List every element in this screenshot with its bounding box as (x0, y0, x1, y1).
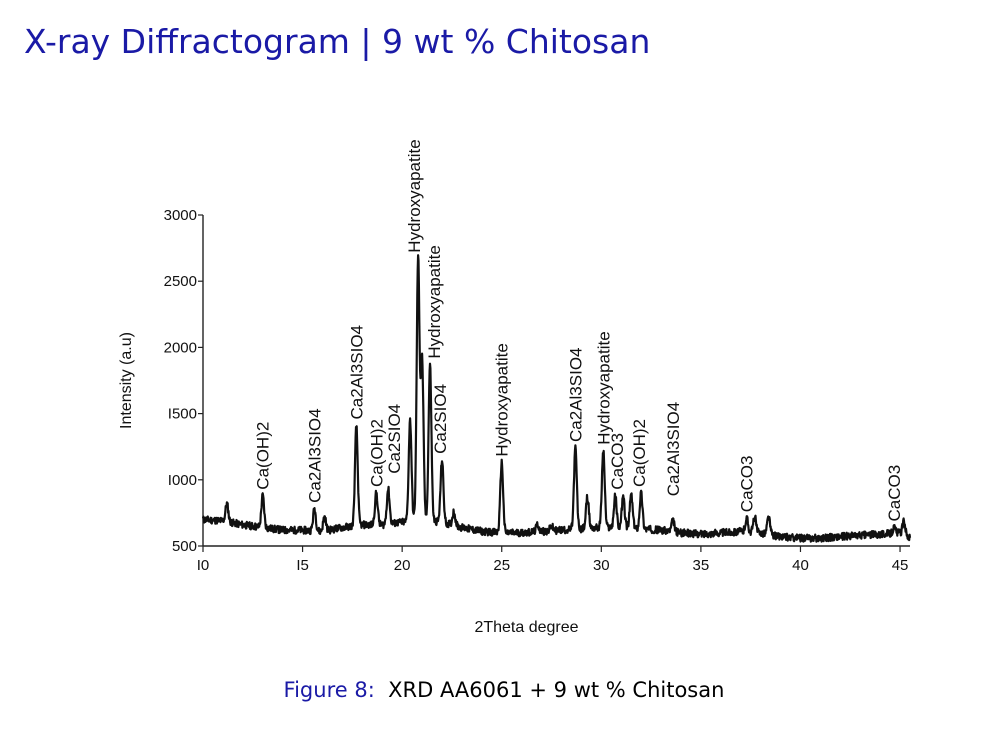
y-tick-label: 2500 (164, 273, 197, 290)
figure-caption-label: Figure 8: (283, 678, 375, 702)
peak-label: CaCO3 (885, 465, 904, 522)
x-tick-label: I5 (296, 557, 309, 574)
x-tick-label: 30 (593, 557, 610, 574)
peak-label: Ca(OH)2 (254, 422, 273, 490)
peak-label: CaCO3 (608, 433, 627, 490)
peak-label: Hydroxyapatite (594, 331, 613, 444)
chart-series (201, 254, 912, 543)
y-tick-label: I500 (168, 406, 197, 423)
peak-label: Ca2Al3SIO4 (664, 402, 683, 497)
x-tick-label: 40 (792, 557, 809, 574)
x-tick-label: 20 (394, 557, 411, 574)
peak-label: Ca2Al3SIO4 (566, 348, 585, 443)
peak-label: Hydroxyapatite (425, 245, 444, 358)
peak-label: Ca(OH)2 (367, 419, 386, 487)
chart-axes (202, 215, 910, 547)
x-tick-label: 35 (693, 557, 710, 574)
x-tick-label: I0 (197, 557, 210, 574)
series-line (201, 254, 912, 543)
chart-ticks: I0 I5 20 25 30 35 40 45 500 I000 I500 2000 2500 3000 (164, 207, 909, 574)
y-tick-label: I000 (168, 472, 197, 489)
slide-title: X-ray Diffractogram | 9 wt % Chitosan (24, 22, 651, 61)
figure-caption: Figure 8: XRD AA6061 + 9 wt % Chitosan (0, 678, 1008, 702)
peak-label: Ca2Al3SIO4 (306, 408, 325, 503)
peak-label: Hydroxyapatite (493, 343, 512, 456)
peak-label: Ca2SIO4 (431, 384, 450, 454)
y-tick-label: 3000 (164, 207, 197, 224)
peak-label: Hydroxyapatite (405, 139, 424, 252)
x-tick-label: 45 (892, 557, 909, 574)
peak-label: Ca(OH)2 (630, 419, 649, 487)
x-tick-label: 25 (493, 557, 510, 574)
x-axis-label: 2Theta degree (474, 619, 578, 636)
y-axis-label: Intensity (a.u) (118, 332, 135, 429)
y-tick-label: 2000 (164, 339, 197, 356)
peak-label: Ca2Al3SIO4 (347, 325, 366, 420)
y-tick-label: 500 (172, 538, 197, 555)
peak-label: Ca2SIO4 (385, 404, 404, 474)
chart-annotations: Ca(OH)2 Ca2Al3SIO4Ca2Al3SIO4Ca(OH)2Ca2SIO… (254, 139, 904, 521)
peak-label: CaCO3 (738, 456, 757, 513)
figure-caption-text: XRD AA6061 + 9 wt % Chitosan (388, 678, 725, 702)
